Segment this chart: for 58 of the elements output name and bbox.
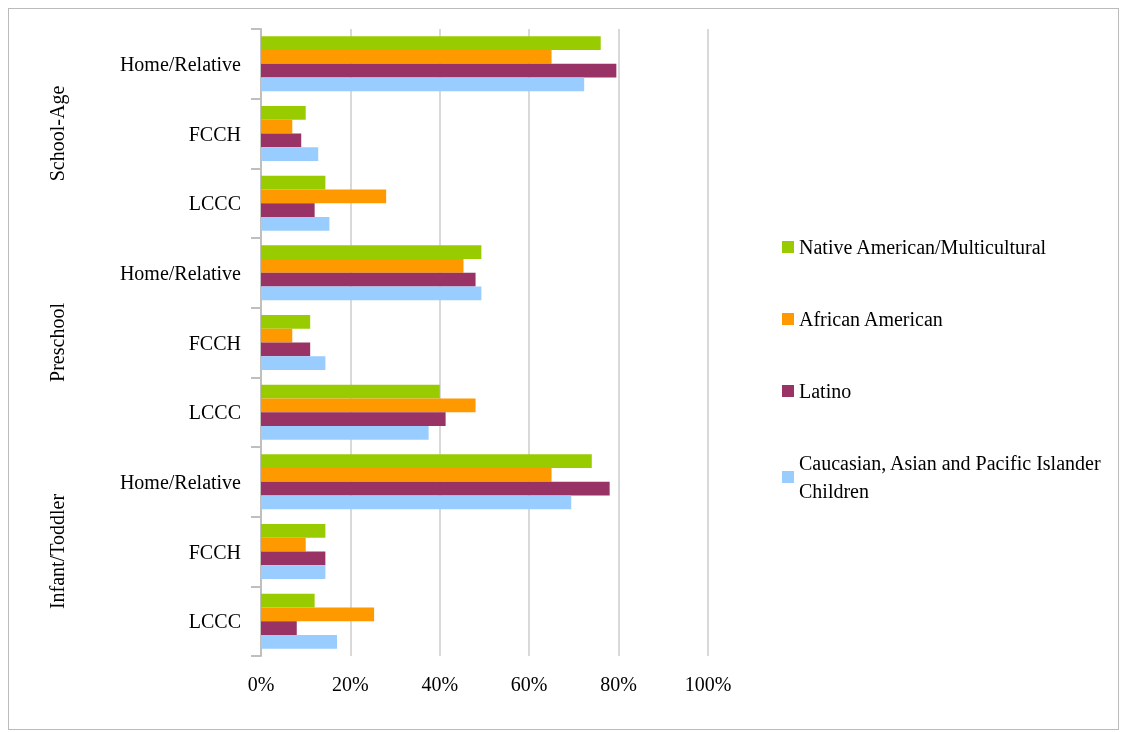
- bar: [261, 328, 293, 343]
- bar: [261, 565, 326, 580]
- bar: [261, 495, 572, 510]
- y-tick-label: LCCC: [188, 401, 241, 424]
- bar: [261, 105, 306, 120]
- x-tick-label: 40%: [421, 673, 459, 695]
- y-tick-label: LCCC: [188, 192, 241, 215]
- legend-label: African American: [799, 308, 943, 330]
- bar: [261, 203, 315, 217]
- y-tick-label: LCCC: [188, 610, 241, 633]
- y-tick-label: FCCH: [188, 540, 241, 563]
- bar: [261, 50, 552, 64]
- y-tick-label: Home/Relative: [119, 261, 242, 284]
- bar: [261, 454, 592, 469]
- y-tick-label: Home/Relative: [119, 52, 242, 75]
- legend-label: Native American/Multicultural: [799, 236, 1047, 258]
- bar: [261, 384, 440, 399]
- bar: [261, 245, 482, 260]
- bar: [261, 634, 337, 649]
- bar: [261, 537, 306, 552]
- text: School-Age: [46, 85, 69, 182]
- bar: [261, 147, 319, 162]
- bar: [261, 523, 326, 538]
- bar: [261, 481, 610, 496]
- bar: [261, 593, 315, 608]
- bar: [261, 216, 330, 231]
- bar: [261, 468, 552, 482]
- bar: [261, 412, 446, 426]
- legend-label: Latino: [799, 380, 852, 402]
- bar: [261, 272, 476, 287]
- legend-label: Caucasian, Asian and Pacific Islander Children: [799, 452, 1106, 502]
- bar: [261, 175, 326, 190]
- x-tick-label: 20%: [332, 673, 369, 695]
- bar: [261, 189, 387, 204]
- y-tick-label: FCCH: [188, 122, 241, 145]
- bar: [261, 398, 476, 413]
- x-tick-label: 0%: [247, 673, 275, 695]
- y-tick-label: FCCH: [188, 331, 241, 354]
- text: Infant/Toddler: [46, 493, 68, 610]
- bar: [261, 621, 297, 635]
- bar: [261, 63, 617, 78]
- bar: [261, 259, 464, 273]
- bar: [261, 314, 311, 329]
- bar: [261, 342, 311, 357]
- x-tick-label: 100%: [684, 673, 732, 695]
- text: Preschool: [46, 302, 68, 382]
- y-tick-label: Home/Relative: [119, 470, 242, 493]
- bar: [261, 77, 585, 92]
- bar: [261, 425, 429, 440]
- x-tick-label: 80%: [600, 673, 637, 695]
- bar: [261, 356, 326, 371]
- bar: [261, 133, 302, 148]
- bar: [261, 286, 482, 301]
- bar: [261, 119, 293, 134]
- bar: [261, 551, 326, 566]
- bar: [261, 607, 375, 622]
- x-tick-label: 60%: [510, 673, 548, 695]
- bar: [261, 36, 601, 51]
